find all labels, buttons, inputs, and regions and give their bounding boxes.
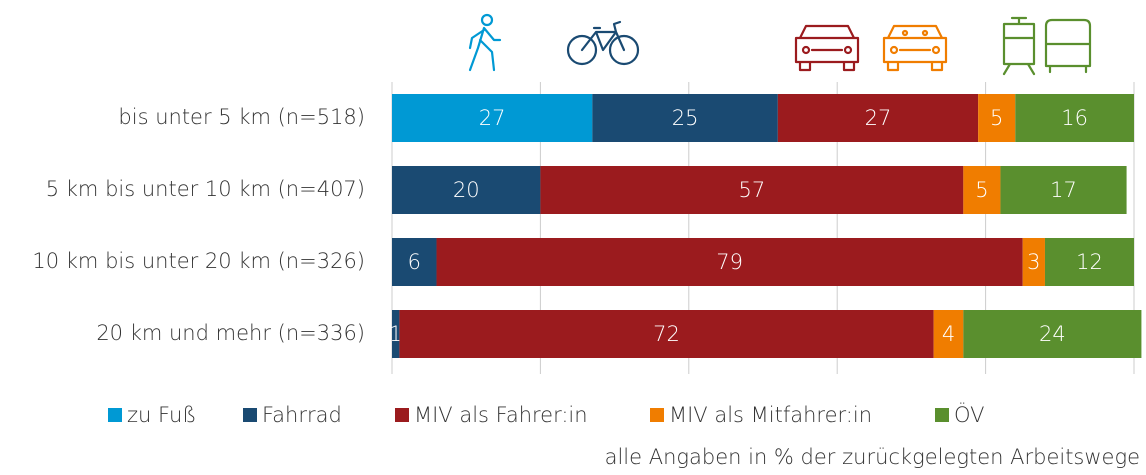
bar-segment [392,310,400,358]
value-label: 27 [479,106,506,130]
annotation: alle Angaben in % der zurückgelegten Arb… [605,445,1140,469]
bar-segment [963,310,1142,358]
y-tick-label: bis unter 5 km (n=518) [118,105,365,129]
legend-label: Fahrrad [262,403,342,427]
value-label: 79 [716,250,743,274]
value-label: 57 [739,178,766,202]
value-label: 72 [653,322,680,346]
bar-segment [1044,238,1134,286]
value-label: 4 [942,322,955,346]
bar-segment [1015,94,1134,142]
legend-label: MIV als Mitfahrer:in [669,403,872,427]
value-label: 5 [975,178,988,202]
y-tick-label: 20 km und mehr (n=336) [96,321,365,345]
bar-segment [933,310,964,358]
legend-swatch [243,408,257,422]
bar-segment [436,238,1023,286]
bar-segment [963,166,1001,214]
value-label: 25 [672,106,699,130]
y-tick-label: 5 km bis unter 10 km (n=407) [46,177,365,201]
transit-icon [1002,16,1092,76]
value-label: 12 [1076,250,1103,274]
legend-label: zu Fuß [127,403,196,427]
value-label: 20 [453,178,480,202]
bar-segment [540,166,964,214]
bar-segment [392,238,437,286]
y-tick-label: 10 km bis unter 20 km (n=326) [32,249,365,273]
bar-segment [392,94,593,142]
bar-segment [978,94,1016,142]
bar-segment [392,166,541,214]
icons [468,13,1092,76]
value-label: 1 [389,322,402,346]
bike-icon [566,20,640,66]
value-label: 24 [1039,322,1066,346]
value-label: 3 [1027,250,1040,274]
value-label: 5 [990,106,1003,130]
legend-swatch [650,408,664,422]
value-label: 27 [865,106,892,130]
legend-swatch [108,408,122,422]
legend-swatch [935,408,949,422]
bar-segment [1022,238,1045,286]
bar-segment [1000,166,1127,214]
legend-swatch [395,408,409,422]
value-label: 6 [408,250,421,274]
bar-segment [592,94,778,142]
legend-label: MIV als Fahrer:in [414,403,588,427]
legend-label: ÖV [954,401,985,427]
bar-segment [399,310,934,358]
bar-segment [777,94,979,142]
car-icon [794,24,860,72]
value-label: 16 [1061,106,1088,130]
walk-icon [468,13,502,72]
value-label: 17 [1050,178,1077,202]
car-passenger-icon [882,24,948,72]
